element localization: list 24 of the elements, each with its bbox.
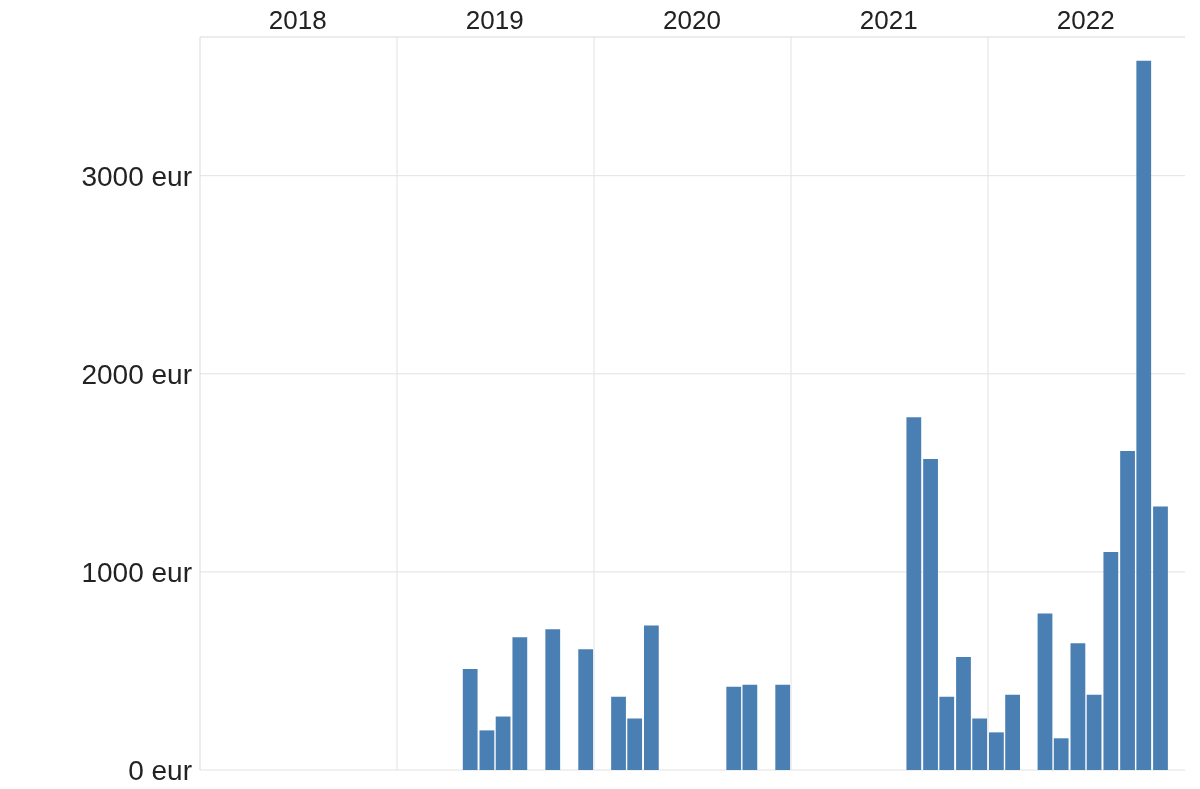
bar bbox=[1070, 643, 1086, 770]
x-tick-label: 2020 bbox=[663, 5, 721, 35]
x-tick-label: 2022 bbox=[1056, 5, 1115, 35]
y-tick-label: 0 eur bbox=[128, 754, 192, 786]
y-tick-label: 1000 eur bbox=[81, 556, 192, 588]
x-tick-label: 2021 bbox=[859, 5, 918, 35]
y-tick-label: 3000 eur bbox=[81, 160, 192, 192]
bar bbox=[578, 649, 594, 770]
bar bbox=[512, 637, 528, 770]
bar bbox=[479, 730, 495, 770]
bar bbox=[545, 629, 561, 770]
bar bbox=[1103, 552, 1119, 770]
bar bbox=[643, 625, 659, 770]
bar bbox=[495, 716, 511, 770]
x-tick-label: 2018 bbox=[268, 5, 327, 35]
bar bbox=[906, 417, 922, 770]
bar bbox=[1086, 694, 1102, 770]
bar bbox=[462, 668, 478, 770]
bar bbox=[775, 684, 791, 770]
bar bbox=[1037, 613, 1053, 770]
bar bbox=[1053, 738, 1069, 770]
bar bbox=[1153, 506, 1168, 770]
x-tick-label: 2019 bbox=[465, 5, 524, 35]
y-tick-label: 2000 eur bbox=[81, 358, 192, 390]
